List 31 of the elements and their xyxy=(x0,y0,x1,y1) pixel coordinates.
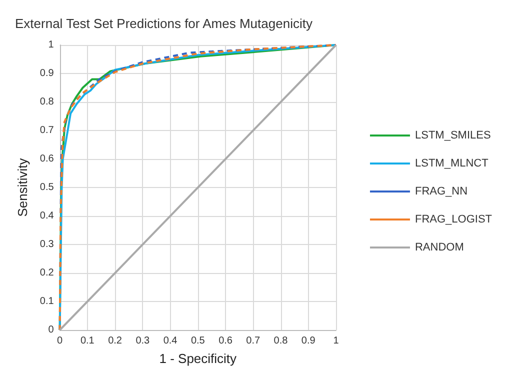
y-tick-label: 0.7 xyxy=(40,125,54,136)
y-tick-label: 0.8 xyxy=(40,96,54,108)
y-axis-title: Sensitivity xyxy=(15,158,30,217)
y-tick-label: 0.6 xyxy=(40,154,54,164)
y-tick-label: 0.5 xyxy=(40,182,54,193)
y-tick-label: 0.1 xyxy=(40,296,54,307)
y-tick-label: 0 xyxy=(48,324,54,336)
legend-label: FRAG_NN xyxy=(414,186,468,198)
x-axis-title: 1 - Specificity xyxy=(159,351,238,366)
legend-label: RANDOM xyxy=(414,242,464,254)
legend-label: LSTM_SMILES xyxy=(414,130,491,142)
x-tick-label: 0.2 xyxy=(108,336,122,346)
x-tick-label: 0.3 xyxy=(136,336,150,346)
x-tick-label: 0.7 xyxy=(246,336,261,346)
x-tick-label: 0.5 xyxy=(190,336,206,346)
x-tick-label: 0.9 xyxy=(301,336,316,346)
x-tick-label: 0.1 xyxy=(80,336,95,346)
legend-label: LSTM_MLNCT xyxy=(414,158,489,170)
x-tick-label: 0 xyxy=(57,336,64,346)
x-tick-label: 1 xyxy=(333,336,340,346)
y-tick-label: 1 xyxy=(48,40,54,50)
y-tick-label: 0.2 xyxy=(40,268,54,278)
line-series xyxy=(58,44,337,331)
y-tick-label: 0.4 xyxy=(40,210,54,222)
chart-title: External Test Set Predictions for Ames Mutagenicity xyxy=(15,16,313,31)
x-tick-label: 0.8 xyxy=(274,336,288,346)
x-tick-label: 0.6 xyxy=(218,336,233,346)
y-tick-label: 0.9 xyxy=(40,68,54,79)
y-tick-label: 0.3 xyxy=(40,239,54,250)
x-tick-label: 0.4 xyxy=(163,336,178,346)
legend-label: FRAG_LOGIST xyxy=(414,214,492,226)
